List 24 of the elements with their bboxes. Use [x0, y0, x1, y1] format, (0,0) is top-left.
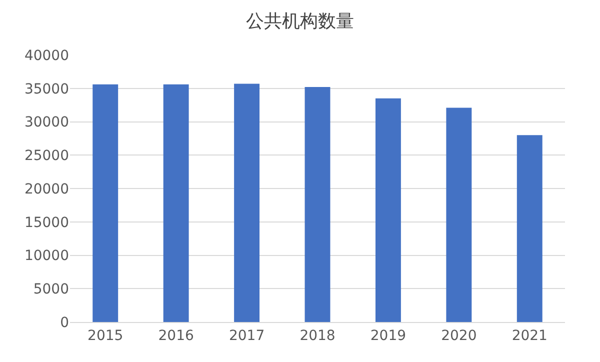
- y-tick-label: 20000: [24, 181, 69, 198]
- bar: [92, 84, 118, 322]
- x-tick-label: 2020: [441, 328, 477, 344]
- x-tick-label: 2017: [228, 328, 265, 344]
- bar: [375, 98, 401, 322]
- x-tick-label: 2019: [370, 328, 406, 344]
- y-tick-label: 0: [60, 314, 69, 331]
- x-tick-label: 2016: [158, 328, 194, 344]
- y-tick-label: 35000: [24, 81, 69, 98]
- x-tick-label: 2015: [88, 328, 124, 344]
- bar: [163, 84, 189, 322]
- y-tick-label: 25000: [24, 148, 69, 164]
- bar: [446, 108, 472, 322]
- x-tick-label: 2018: [300, 328, 336, 344]
- y-tick-label: 30000: [24, 114, 69, 131]
- y-tick-label: 5000: [33, 282, 69, 298]
- bar: [234, 84, 260, 322]
- y-tick-label: 10000: [24, 248, 69, 264]
- chart-title: 公共机构数量: [246, 11, 354, 32]
- bar: [304, 87, 330, 322]
- y-tick-label: 15000: [24, 214, 69, 231]
- bar: [516, 135, 542, 322]
- x-tick-label: 2021: [512, 328, 548, 344]
- y-tick-label: 40000: [24, 48, 69, 64]
